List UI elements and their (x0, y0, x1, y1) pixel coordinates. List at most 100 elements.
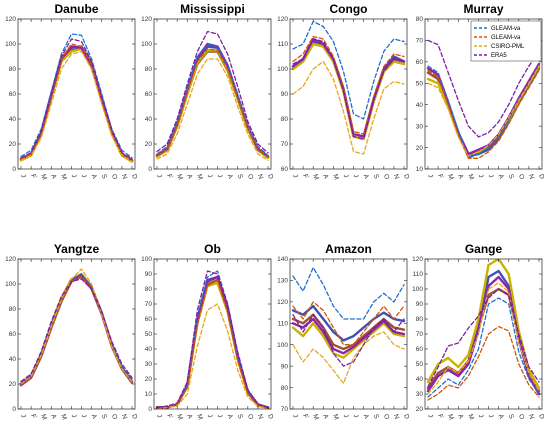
series-line-murray-4 (426, 67, 541, 158)
y-tick-label-danube: 60 (9, 91, 17, 98)
x-tick-label-gange: A (456, 413, 464, 420)
series-line-congo-4 (291, 40, 406, 138)
y-tick-label-ob: 10 (145, 391, 153, 398)
panel-title-danube: Danube (54, 2, 98, 16)
panel-title-congo: Congo (330, 2, 368, 16)
y-tick-label-ob: 80 (145, 286, 153, 293)
plot-frame-yangtze (17, 258, 136, 410)
series-line-murray-6 (426, 64, 541, 156)
x-tick-label-congo: J (352, 173, 360, 178)
x-tick-label-amazon: D (402, 413, 410, 420)
y-tick-label-amazon: 80 (281, 385, 289, 392)
series-line-amazon-6 (291, 322, 406, 359)
panel-title-gange: Gange (465, 242, 503, 256)
series-line-congo-3 (292, 38, 405, 140)
panel-title-mississippi: Mississippi (180, 2, 245, 16)
series-line-gange-1 (427, 325, 540, 401)
y-tick-label-murray: 60 (416, 59, 424, 66)
x-tick-label-danube: S (100, 173, 108, 180)
x-tick-label-congo: M (331, 173, 339, 180)
y-tick-label-mississippi: 60 (145, 91, 153, 98)
x-tick-label-murray: S (507, 173, 515, 180)
x-tick-label-amazon: J (342, 413, 350, 418)
y-tick-label-ob: 40 (145, 346, 153, 353)
y-tick-label-yangtze: 120 (5, 256, 16, 263)
x-tick-label-gange: S (507, 413, 515, 420)
y-tick-label-gange: 100 (412, 286, 423, 293)
series-line-amazon-0 (292, 266, 405, 320)
x-tick-label-yangtze: J (80, 413, 88, 418)
x-tick-label-murray: A (497, 173, 505, 180)
series-line-ob-4 (155, 275, 270, 409)
series-group-murray (426, 39, 541, 159)
y-tick-label-gange: 30 (416, 391, 424, 398)
x-tick-label-mississippi: J (216, 173, 224, 178)
x-tick-label-mississippi: M (175, 173, 183, 180)
y-tick-label-ob: 0 (148, 406, 152, 413)
y-tick-label-murray: 40 (416, 102, 424, 109)
y-tick-label-ob: 100 (141, 256, 152, 263)
y-tick-label-murray: 80 (416, 16, 424, 23)
x-tick-label-mississippi: S (236, 173, 244, 180)
y-tick-label-danube: 40 (9, 116, 17, 123)
x-tick-label-ob: F (165, 413, 173, 419)
y-tick-label-gange: 80 (416, 316, 424, 323)
series-line-ob-6 (155, 281, 270, 409)
series-line-ob-7 (155, 275, 270, 409)
series-line-mississippi-3 (156, 30, 269, 154)
x-tick-label-danube: J (70, 173, 78, 178)
x-tick-label-congo: O (382, 173, 390, 180)
y-tick-label-danube: 120 (5, 16, 16, 23)
y-tick-label-murray: 50 (416, 80, 424, 87)
y-tick-label-yangtze: 100 (5, 281, 16, 288)
x-tick-label-yangtze: A (49, 413, 57, 420)
y-tick-label-gange: 70 (416, 331, 424, 338)
x-tick-label-mississippi: J (206, 173, 214, 178)
x-tick-label-yangtze: J (19, 413, 27, 418)
series-line-murray-7 (426, 62, 541, 156)
x-tick-label-danube: J (19, 173, 27, 178)
x-tick-label-amazon: O (382, 413, 390, 420)
panel-title-yangtze: Yangtze (54, 242, 100, 256)
plot-frame-murray (424, 18, 543, 170)
series-group-yangtze (19, 268, 134, 387)
x-tick-label-gange: J (487, 413, 495, 418)
panel-title-amazon: Amazon (325, 242, 372, 256)
x-tick-label-ob: J (155, 413, 163, 418)
x-tick-label-danube: N (120, 173, 128, 180)
series-group-gange (426, 259, 541, 401)
series-line-ob-0 (156, 270, 269, 409)
series-line-amazon-1 (292, 301, 405, 346)
series-group-amazon (291, 266, 406, 384)
x-tick-label-gange: A (497, 413, 505, 420)
x-tick-label-gange: O (517, 413, 525, 420)
y-tick-label-yangtze: 80 (9, 306, 17, 313)
x-tick-label-danube: M (39, 173, 47, 180)
legend-box (470, 20, 542, 62)
x-tick-label-ob: O (246, 413, 254, 420)
x-tick-label-amazon: J (291, 413, 299, 418)
y-tick-label-ob: 30 (145, 361, 153, 368)
legend-label-0: GLEAM-va (491, 26, 521, 32)
y-tick-label-congo: 90 (281, 91, 289, 98)
y-tick-label-mississippi: 20 (145, 141, 153, 148)
y-tick-label-congo: 80 (281, 116, 289, 123)
x-tick-label-danube: A (49, 173, 57, 180)
y-tick-label-danube: 80 (9, 66, 17, 73)
x-tick-label-amazon: M (311, 413, 319, 420)
y-tick-label-mississippi: 80 (145, 66, 153, 73)
x-tick-label-mississippi: A (185, 173, 193, 180)
series-line-ob-3 (156, 270, 269, 409)
y-tick-label-congo: 110 (278, 41, 289, 48)
x-tick-label-yangtze: F (29, 413, 37, 419)
series-line-danube-3 (20, 38, 133, 160)
x-tick-label-congo: J (291, 173, 299, 178)
y-tick-label-murray: 20 (416, 145, 424, 152)
y-tick-label-murray: 70 (416, 38, 424, 45)
x-tick-label-murray: J (426, 173, 434, 178)
